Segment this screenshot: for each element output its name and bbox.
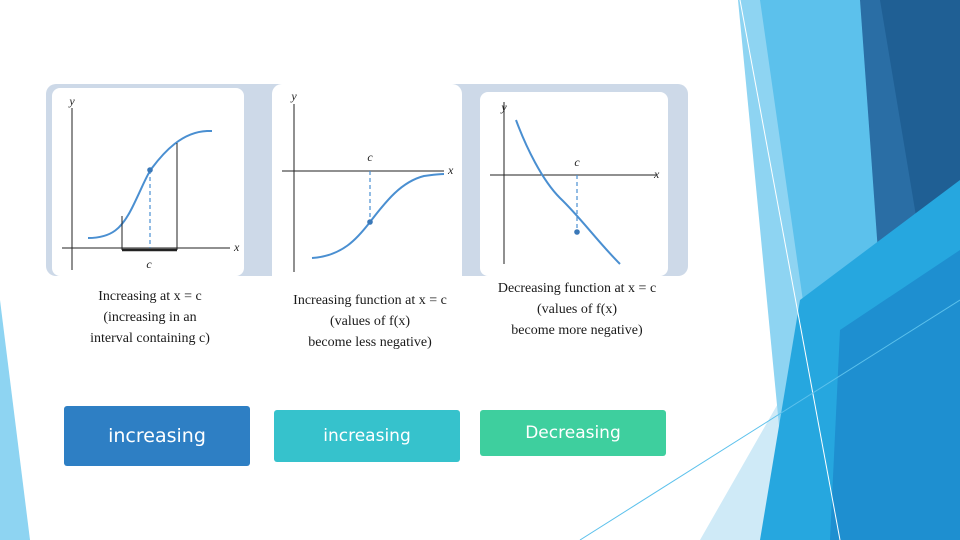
increasing-button-1[interactable]: increasing [64,406,250,466]
graph2-point-label: c [367,150,373,164]
graph1-point-label: c [146,257,152,271]
caption-graph1-line2: (increasing in an [103,310,197,325]
graph-increasing-at-c: y x c [52,88,244,276]
caption-graph2-line1: Increasing function at x = c [293,293,447,308]
caption-graph2: Increasing function at x = c (values of … [290,290,450,353]
caption-graph3-line3: become more negative) [511,323,643,338]
caption-graph1-line1: Increasing at x = c [98,289,202,304]
graph1-axis-y: y [68,94,75,108]
increasing-button-2[interactable]: increasing [274,410,460,462]
caption-graph3-line1: Decreasing function at x = c [497,281,657,296]
graph-increasing-function-at-c: y x c [272,84,462,276]
graph1-axis-x: x [233,240,240,254]
caption-graph3-line2: (values of f(x) [536,302,618,317]
graph2-axis-y: y [290,89,297,103]
decreasing-button[interactable]: Decreasing [480,410,666,456]
caption-graph3: Decreasing function at x = c (values of … [497,278,657,341]
graph3-axis-x: x [653,167,660,181]
caption-graph1-line3: interval containing c) [90,331,210,346]
graph-decreasing-function-at-c: y x c [480,92,668,276]
caption-graph2-line3: become less negative) [308,335,432,350]
caption-graph1: Increasing at x = c (increasing in an in… [80,286,220,349]
graph2-axis-x: x [447,163,454,177]
graph3-axis-y: y [500,100,507,114]
caption-graph2-line2: (values of f(x) [329,314,411,329]
graph3-point-label: c [574,155,580,169]
